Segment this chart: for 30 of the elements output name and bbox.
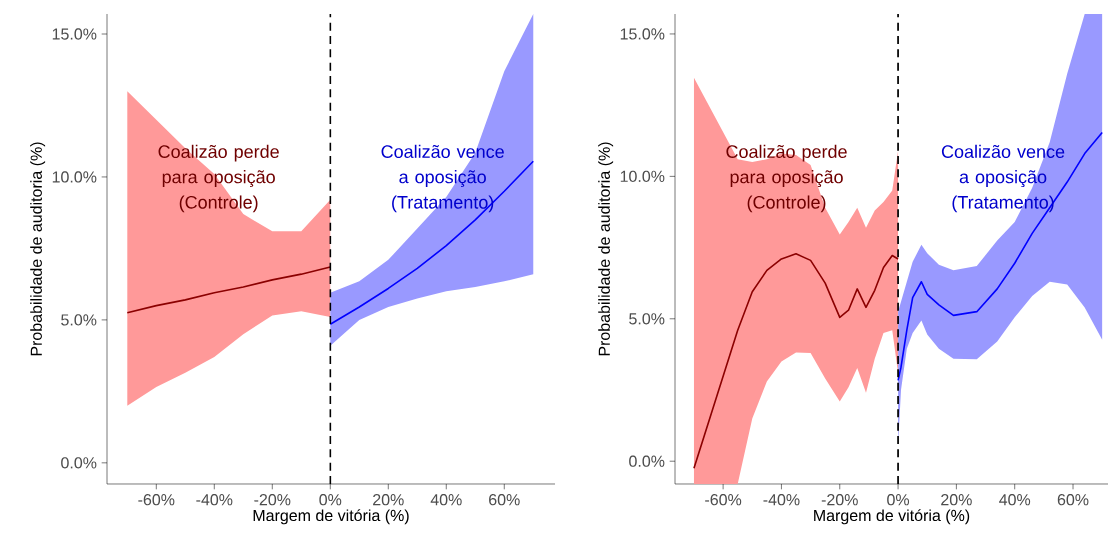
- x-tick-label: 60%: [489, 494, 520, 506]
- x-tick-label: -20%: [254, 494, 291, 506]
- x-tick-label: 60%: [1057, 494, 1089, 506]
- y-tick-label: 5.0%: [61, 314, 97, 326]
- line-series: [693, 253, 899, 470]
- y-tick-label: 15.0%: [620, 28, 665, 40]
- x-tick-label: 40%: [999, 494, 1031, 506]
- x-axis-title: Margem de vitória (%): [814, 509, 970, 525]
- line-series: [897, 131, 1103, 382]
- x-tick-label: 20%: [373, 494, 404, 506]
- y-tick-label: 0.0%: [629, 455, 665, 467]
- line-series: [329, 160, 535, 325]
- y-tick-label: 10.0%: [620, 170, 665, 183]
- y-tick-label: 5.0%: [629, 313, 665, 325]
- y-axis-title: Probabilidade de auditoria (%): [598, 142, 614, 356]
- y-tick-label: 15.0%: [52, 28, 97, 40]
- x-tick-label: 0%: [319, 494, 342, 506]
- x-axis-title: Margem de vitória (%): [253, 509, 409, 525]
- line-series: [126, 266, 332, 314]
- x-tick-label: -40%: [763, 494, 800, 506]
- x-tick-label: 0%: [887, 494, 910, 506]
- x-tick-label: -20%: [821, 494, 858, 506]
- y-tick-label: 0.0%: [61, 457, 97, 469]
- x-tick-label: 20%: [941, 494, 972, 506]
- x-tick-label: -60%: [138, 494, 175, 506]
- x-tick-label: 40%: [430, 494, 462, 506]
- x-tick-label: -60%: [705, 494, 742, 506]
- y-tick-label: 10.0%: [52, 171, 97, 183]
- y-axis-title: Probabilidade de auditoria (%): [30, 142, 46, 356]
- x-tick-label: -40%: [196, 494, 233, 506]
